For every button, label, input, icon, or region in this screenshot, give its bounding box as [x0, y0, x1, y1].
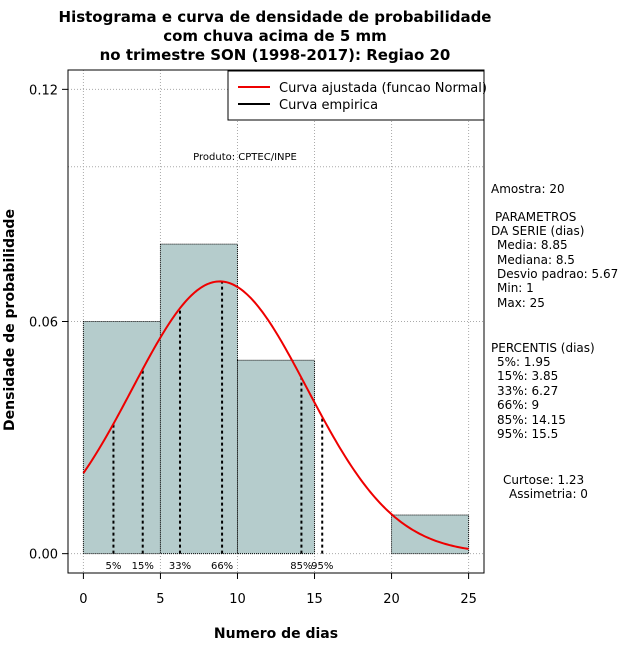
statistics-panel: Amostra: 20 PARAMETROS DA SERIE (dias) M… [491, 182, 618, 501]
chart-title-line-2: com chuva acima de 5 mm [163, 27, 387, 45]
histogram-bars [82, 243, 470, 555]
histogram-bar [159, 243, 238, 555]
percentile-label-66: 66% [211, 561, 233, 572]
y-tick-label: 0.06 [29, 316, 58, 331]
stat-p5: 5%: 1.95 [497, 355, 551, 369]
percentile-label-5: 5% [106, 561, 122, 572]
stat-p33: 33%: 6.27 [497, 384, 558, 398]
stat-params-subheading: DA SERIE (dias) [491, 224, 584, 238]
percentile-label-85: 85% [290, 561, 312, 572]
stat-median: Mediana: 8.5 [497, 253, 575, 267]
x-tick-label: 20 [383, 592, 400, 607]
stat-p85: 85%: 14.15 [497, 413, 566, 427]
stat-skewness: Assimetria: 0 [509, 487, 588, 501]
stat-sd: Desvio padrao: 5.67 [497, 267, 618, 281]
stat-kurtosis: Curtose: 1.23 [503, 473, 584, 487]
stat-p95: 95%: 15.5 [497, 427, 558, 441]
y-tick-label: 0.00 [29, 548, 58, 563]
x-tick-label: 5 [156, 592, 164, 607]
stat-max: Max: 25 [497, 296, 545, 310]
x-tick-label: 10 [229, 592, 246, 607]
percentile-label-33: 33% [169, 561, 191, 572]
stat-sample: Amostra: 20 [491, 182, 565, 196]
y-tick-label: 0.12 [29, 83, 58, 98]
x-tick-label: 15 [306, 592, 323, 607]
legend: Curva ajustada (funcao Normal) Curva emp… [227, 70, 487, 121]
x-axis: 0 5 10 15 20 25 [79, 572, 477, 607]
x-axis-title: Numero de dias [214, 626, 338, 642]
percentile-lines: 5% 15% 33% 66% 85%95% [106, 281, 333, 572]
normal-fit-curve [82, 280, 469, 550]
stat-mean: Media: 8.85 [497, 238, 568, 252]
y-axis-title: Densidade de probabilidade [2, 209, 18, 431]
product-annotation: Produto: CPTEC/INPE [193, 152, 297, 163]
legend-label-empirical: Curva empirica [279, 98, 378, 113]
x-tick-label: 25 [460, 592, 477, 607]
chart-title-line-3: no trimestre SON (1998-2017): Regiao 20 [100, 46, 451, 64]
stat-p66: 66%: 9 [497, 398, 539, 412]
legend-label-normal: Curva ajustada (funcao Normal) [279, 81, 487, 96]
percentile-label-15: 15% [132, 561, 154, 572]
stat-percentis-heading: PERCENTIS (dias) [491, 341, 595, 355]
histogram-bar [236, 359, 316, 555]
stat-min: Min: 1 [497, 281, 534, 295]
legend-box [227, 70, 485, 121]
stat-p15: 15%: 3.85 [497, 369, 558, 383]
percentile-label-95: 95% [311, 561, 333, 572]
chart-title-line-1: Histograma e curva de densidade de proba… [59, 8, 492, 26]
y-axis: 0.00 0.06 0.12 [29, 83, 68, 563]
stat-params-heading: PARAMETROS [495, 210, 576, 224]
x-tick-label: 0 [79, 592, 87, 607]
